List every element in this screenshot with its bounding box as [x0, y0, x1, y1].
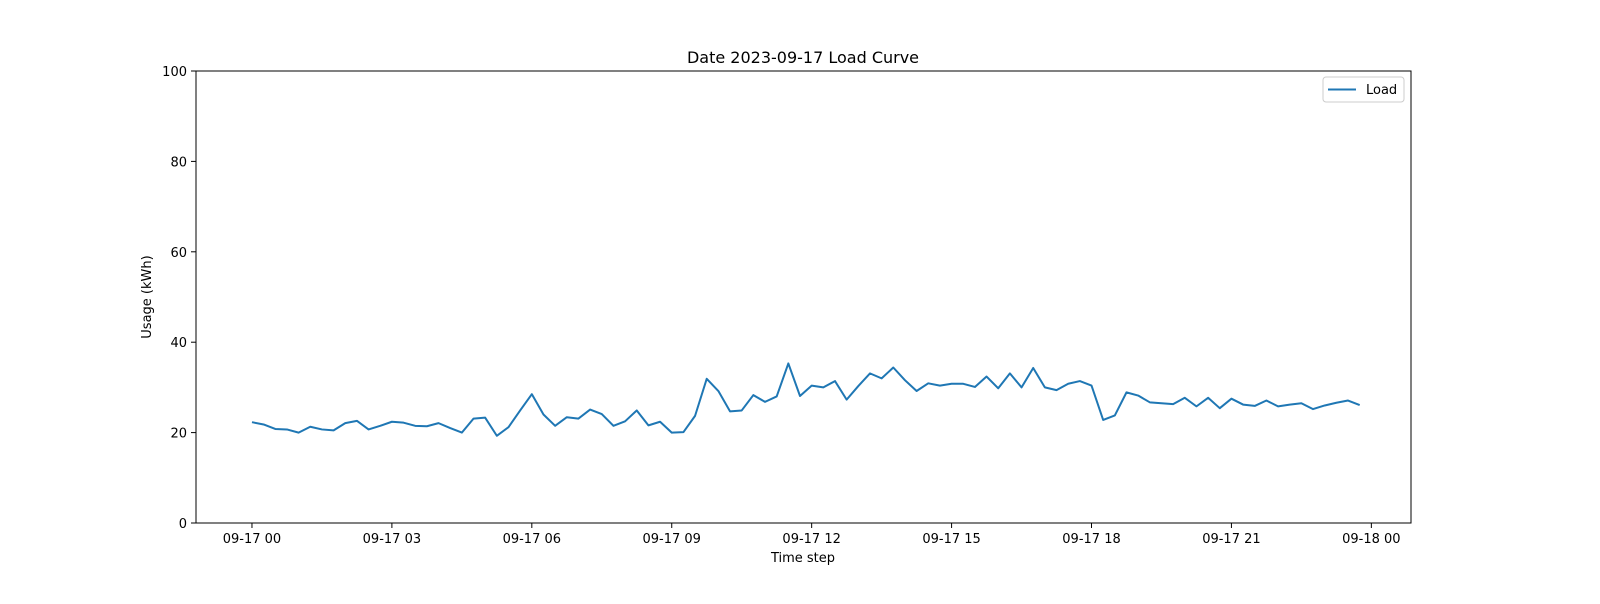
- y-tick-label: 60: [170, 246, 187, 261]
- chart-title: Date 2023-09-17 Load Curve: [687, 48, 919, 67]
- legend: Load: [1322, 76, 1405, 103]
- x-tick-label: 09-17 18: [1062, 532, 1120, 547]
- series-line-load: [251, 362, 1361, 437]
- x-tick-label: 09-17 00: [223, 532, 281, 547]
- x-axis-label: Time step: [770, 551, 835, 566]
- x-tick-label: 09-17 06: [503, 532, 561, 547]
- y-axis: 0 20 40 60 80 100: [162, 65, 196, 532]
- axes-frame: [195, 70, 1412, 524]
- x-tick-label: 09-17 15: [922, 532, 980, 547]
- x-tick-label: 09-18 00: [1342, 532, 1400, 547]
- legend-label-load: Load: [1366, 83, 1397, 98]
- x-tick-label: 09-17 21: [1202, 532, 1260, 547]
- y-axis-label: Usage (kWh): [140, 255, 155, 338]
- y-tick-label: 0: [179, 517, 187, 532]
- legend-box: [1322, 76, 1405, 103]
- x-tick-label: 09-17 03: [363, 532, 421, 547]
- y-tick-label: 40: [170, 336, 187, 351]
- y-tick-label: 20: [170, 427, 187, 442]
- x-tick-label: 09-17 12: [782, 532, 840, 547]
- y-tick-label: 100: [162, 65, 187, 80]
- x-tick-label: 09-17 09: [643, 532, 701, 547]
- x-axis: 09-17 00 09-17 03 09-17 06 09-17 09 09-17 12…: [223, 523, 1401, 547]
- y-tick-label: 80: [170, 155, 187, 170]
- plot-area: [251, 362, 1361, 437]
